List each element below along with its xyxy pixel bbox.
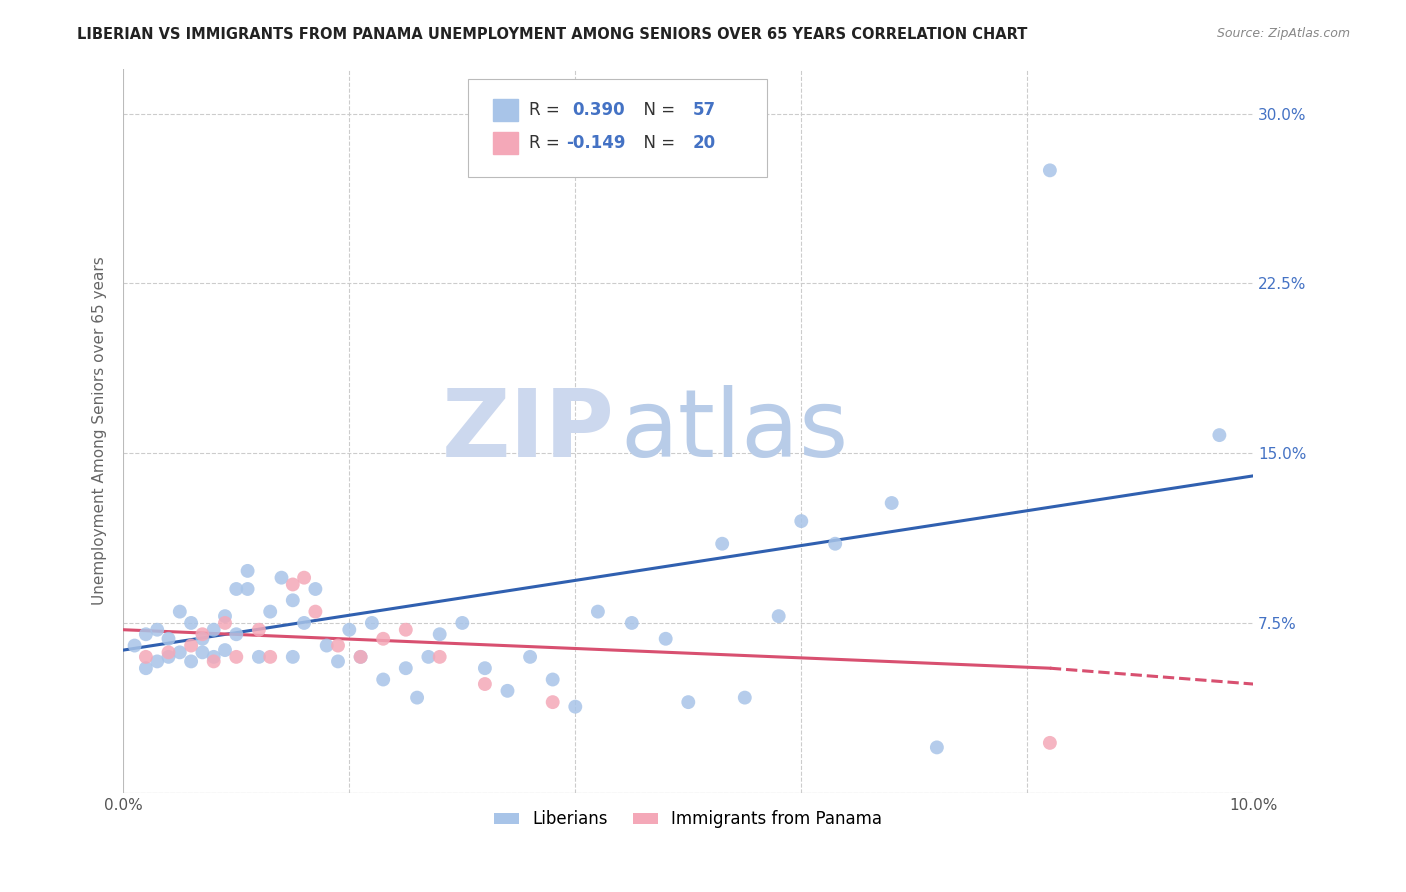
Point xyxy=(236,582,259,596)
Point xyxy=(191,645,214,659)
Point xyxy=(654,632,676,646)
Point xyxy=(620,615,643,630)
Point xyxy=(395,623,418,637)
Point xyxy=(925,740,948,755)
Text: -0.149: -0.149 xyxy=(567,134,626,153)
Point xyxy=(247,649,270,664)
Point xyxy=(281,649,304,664)
Point xyxy=(259,605,281,619)
Point xyxy=(180,654,202,668)
Point xyxy=(202,649,225,664)
Point xyxy=(406,690,429,705)
Point xyxy=(451,615,474,630)
Point xyxy=(146,654,169,668)
Text: Source: ZipAtlas.com: Source: ZipAtlas.com xyxy=(1216,27,1350,40)
Text: N =: N = xyxy=(633,101,681,119)
Point xyxy=(180,639,202,653)
Text: R =: R = xyxy=(529,134,565,153)
Point xyxy=(225,582,247,596)
Point xyxy=(191,627,214,641)
Point xyxy=(1039,163,1062,178)
Point xyxy=(474,677,496,691)
Point xyxy=(373,673,395,687)
Point xyxy=(146,623,169,637)
Point xyxy=(824,537,846,551)
Point xyxy=(1208,428,1230,442)
Text: ZIP: ZIP xyxy=(441,384,614,476)
Point xyxy=(259,649,281,664)
Point xyxy=(281,593,304,607)
Point xyxy=(541,673,564,687)
Point xyxy=(790,514,813,528)
Point xyxy=(349,649,371,664)
Point xyxy=(225,649,247,664)
Point xyxy=(281,577,304,591)
Point xyxy=(304,605,326,619)
Point xyxy=(678,695,700,709)
Point xyxy=(880,496,903,510)
Point xyxy=(135,661,157,675)
Point xyxy=(169,645,191,659)
Point xyxy=(349,649,371,664)
Point xyxy=(304,582,326,596)
Point xyxy=(586,605,609,619)
Text: R =: R = xyxy=(529,101,565,119)
Text: atlas: atlas xyxy=(620,384,849,476)
Point xyxy=(418,649,440,664)
Point xyxy=(202,623,225,637)
Point xyxy=(326,654,349,668)
Point xyxy=(734,690,756,705)
Point xyxy=(157,645,180,659)
Point xyxy=(429,649,451,664)
Point xyxy=(711,537,734,551)
Bar xyxy=(494,132,517,154)
Point xyxy=(541,695,564,709)
Point xyxy=(135,627,157,641)
Text: N =: N = xyxy=(633,134,681,153)
Text: 20: 20 xyxy=(693,134,716,153)
Point xyxy=(315,639,337,653)
Point xyxy=(474,661,496,675)
Point xyxy=(496,683,519,698)
Point xyxy=(124,639,146,653)
Legend: Liberians, Immigrants from Panama: Liberians, Immigrants from Panama xyxy=(488,804,889,835)
Point xyxy=(202,654,225,668)
Point xyxy=(180,615,202,630)
Point xyxy=(157,649,180,664)
Point xyxy=(169,605,191,619)
Point xyxy=(135,649,157,664)
Text: LIBERIAN VS IMMIGRANTS FROM PANAMA UNEMPLOYMENT AMONG SENIORS OVER 65 YEARS CORR: LIBERIAN VS IMMIGRANTS FROM PANAMA UNEMP… xyxy=(77,27,1028,42)
Y-axis label: Unemployment Among Seniors over 65 years: Unemployment Among Seniors over 65 years xyxy=(93,256,107,605)
Point xyxy=(225,627,247,641)
Point xyxy=(270,571,292,585)
Point xyxy=(361,615,384,630)
Point xyxy=(236,564,259,578)
Point xyxy=(214,643,236,657)
Point xyxy=(395,661,418,675)
Point xyxy=(292,571,315,585)
Point xyxy=(292,615,315,630)
Point xyxy=(768,609,790,624)
Point xyxy=(564,699,586,714)
Point xyxy=(191,632,214,646)
Point xyxy=(519,649,541,664)
Point xyxy=(373,632,395,646)
Point xyxy=(429,627,451,641)
Point xyxy=(214,609,236,624)
Point xyxy=(337,623,360,637)
FancyBboxPatch shape xyxy=(468,79,768,178)
Point xyxy=(247,623,270,637)
Point xyxy=(214,615,236,630)
Point xyxy=(157,632,180,646)
Text: 57: 57 xyxy=(693,101,716,119)
Point xyxy=(326,639,349,653)
Point xyxy=(1039,736,1062,750)
Text: 0.390: 0.390 xyxy=(572,101,624,119)
Bar xyxy=(494,99,517,120)
